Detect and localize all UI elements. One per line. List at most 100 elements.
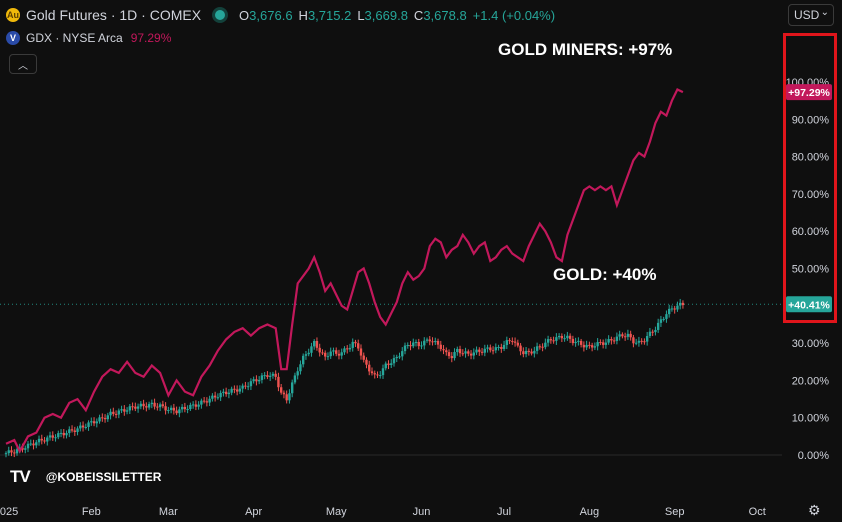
- gold-candle: [255, 379, 258, 382]
- gold-candle: [423, 340, 426, 346]
- market-status-icon[interactable]: [215, 10, 226, 20]
- gold-candle: [150, 402, 154, 405]
- gold-series: [4, 298, 685, 458]
- y-tick-label: 70.00%: [792, 189, 830, 201]
- gold-candle: [142, 403, 145, 407]
- gold-candle: [134, 406, 137, 409]
- gold-candle: [634, 342, 638, 344]
- collapse-legend-button[interactable]: ︿: [9, 54, 37, 74]
- gold-candle: [370, 371, 374, 374]
- gold-candle: [442, 349, 445, 351]
- gold-candle: [343, 348, 346, 353]
- gold-candle: [491, 350, 495, 352]
- gold-candle: [469, 353, 473, 356]
- gold-candle: [571, 338, 575, 344]
- currency-selector[interactable]: USD ⌄: [788, 4, 834, 26]
- gold-candle: [208, 398, 211, 403]
- gold-candle: [516, 342, 520, 346]
- gold-candle: [164, 406, 167, 411]
- ohlc-close: C3,678.8: [413, 7, 467, 23]
- gold-candle: [585, 344, 588, 348]
- currency-label: USD: [794, 8, 820, 22]
- compare-series-legend[interactable]: V GDX · NYSE Arca 97.29%: [6, 29, 171, 47]
- symbol-title[interactable]: Gold Futures · 1D · COMEX: [26, 7, 202, 23]
- gold-candle: [373, 373, 376, 375]
- gold-candle: [445, 350, 448, 353]
- gold-candle: [167, 410, 170, 412]
- gold-candle: [114, 413, 118, 415]
- gold-candle: [222, 391, 225, 393]
- gold-candle: [238, 388, 242, 392]
- gold-candle: [13, 452, 16, 454]
- gold-candle: [197, 404, 200, 407]
- gold-candle: [379, 375, 382, 377]
- gold-candle: [508, 340, 511, 342]
- gold-candle: [106, 415, 110, 420]
- x-tick-label: Sep: [665, 506, 685, 518]
- gold-candle: [4, 453, 8, 455]
- chevron-down-icon: ⌄: [820, 7, 829, 18]
- gold-candle: [290, 382, 294, 394]
- gold-candle: [524, 350, 528, 355]
- gold-candle: [368, 364, 371, 372]
- gold-candle: [98, 417, 101, 422]
- x-axis[interactable]: 2025 Feb Mar Apr May Jun Jul Aug Sep Oct: [0, 506, 766, 518]
- gold-candle: [456, 348, 459, 353]
- gold-candle: [434, 340, 437, 343]
- gold-candle: [246, 386, 250, 388]
- gold-candle: [610, 338, 613, 341]
- gold-candle: [158, 404, 162, 408]
- gold-candle: [623, 336, 627, 338]
- gold-candle: [191, 404, 195, 406]
- gold-candle: [216, 397, 220, 399]
- gold-candle: [673, 308, 676, 310]
- gold-candle: [70, 429, 74, 431]
- gold-candle: [676, 305, 679, 310]
- gold-candle: [566, 335, 569, 339]
- gold-candle: [590, 345, 594, 348]
- gold-candle: [227, 392, 231, 395]
- gold-candle: [387, 363, 390, 366]
- compare-symbol[interactable]: GDX · NYSE Arca: [26, 31, 123, 45]
- gold-candle: [156, 406, 159, 408]
- ohlc-low: L3,669.8: [357, 7, 408, 23]
- gold-candle: [645, 335, 649, 342]
- gold-candle: [678, 302, 682, 306]
- gold-candle: [643, 341, 646, 343]
- gold-candle: [662, 318, 665, 320]
- y-tick-label: 80.00%: [792, 152, 830, 164]
- gold-candle: [51, 435, 54, 438]
- gold-candle: [263, 375, 266, 377]
- gold-candle: [582, 344, 586, 348]
- gold-last-badge: +40.41%: [788, 299, 830, 311]
- gold-candle: [480, 351, 484, 353]
- gold-candle: [326, 356, 330, 358]
- gold-candle: [288, 393, 291, 401]
- gold-candle: [472, 352, 476, 356]
- y-tick-label: 30.00%: [792, 338, 830, 350]
- gold-candle: [101, 417, 104, 419]
- gold-candle: [574, 341, 577, 344]
- ohlc-high: H3,715.2: [298, 7, 352, 23]
- gold-candle: [648, 331, 652, 336]
- gold-candle: [76, 428, 79, 432]
- gold-candle: [332, 350, 335, 352]
- x-tick-label: Mar: [159, 506, 178, 518]
- gold-candle: [654, 329, 657, 333]
- settings-gear-icon[interactable]: ⚙: [808, 502, 821, 518]
- gold-candle: [279, 387, 283, 393]
- main-series-legend[interactable]: Au Gold Futures · 1D · COMEX O3,676.6 H3…: [6, 5, 561, 25]
- gold-candle: [315, 340, 319, 348]
- gold-candle: [128, 406, 132, 411]
- gold-candle: [65, 433, 68, 436]
- gold-candle: [667, 308, 671, 315]
- gold-candle: [483, 348, 487, 353]
- gold-annotation: GOLD: +40%: [553, 265, 657, 284]
- gold-candle: [560, 336, 564, 339]
- gold-candle: [365, 359, 368, 365]
- gold-miners-annotation: GOLD MINERS: +97%: [498, 40, 673, 59]
- gold-candle: [656, 322, 660, 330]
- gold-candle: [351, 341, 354, 348]
- gold-candle: [282, 392, 286, 395]
